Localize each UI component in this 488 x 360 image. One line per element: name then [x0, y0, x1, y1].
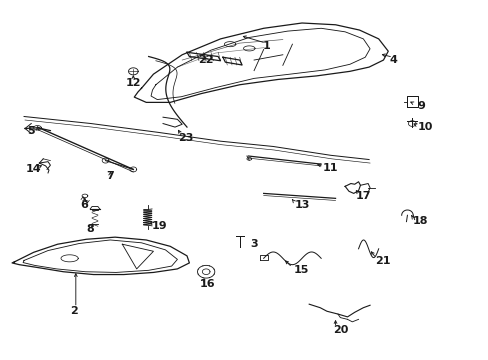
Text: 8: 8 [86, 224, 94, 234]
Text: 21: 21 [374, 256, 389, 266]
Text: 14: 14 [26, 165, 41, 174]
Text: 2: 2 [70, 306, 78, 315]
Text: 19: 19 [151, 221, 167, 231]
Text: 17: 17 [355, 191, 370, 201]
Text: 23: 23 [178, 133, 193, 143]
Text: 16: 16 [199, 279, 215, 289]
Text: 1: 1 [262, 41, 269, 51]
Text: 10: 10 [417, 122, 432, 132]
Text: 20: 20 [332, 325, 347, 335]
Text: 22: 22 [198, 55, 213, 65]
Text: 4: 4 [388, 55, 396, 65]
Text: 5: 5 [27, 126, 35, 136]
Text: 15: 15 [293, 265, 308, 275]
Text: 3: 3 [250, 239, 257, 248]
Text: 18: 18 [412, 216, 427, 226]
Text: 13: 13 [294, 200, 309, 210]
Text: 7: 7 [106, 171, 114, 181]
Text: 11: 11 [323, 163, 338, 173]
Text: 6: 6 [80, 200, 88, 210]
Text: 12: 12 [125, 78, 141, 88]
Text: 9: 9 [417, 101, 425, 111]
